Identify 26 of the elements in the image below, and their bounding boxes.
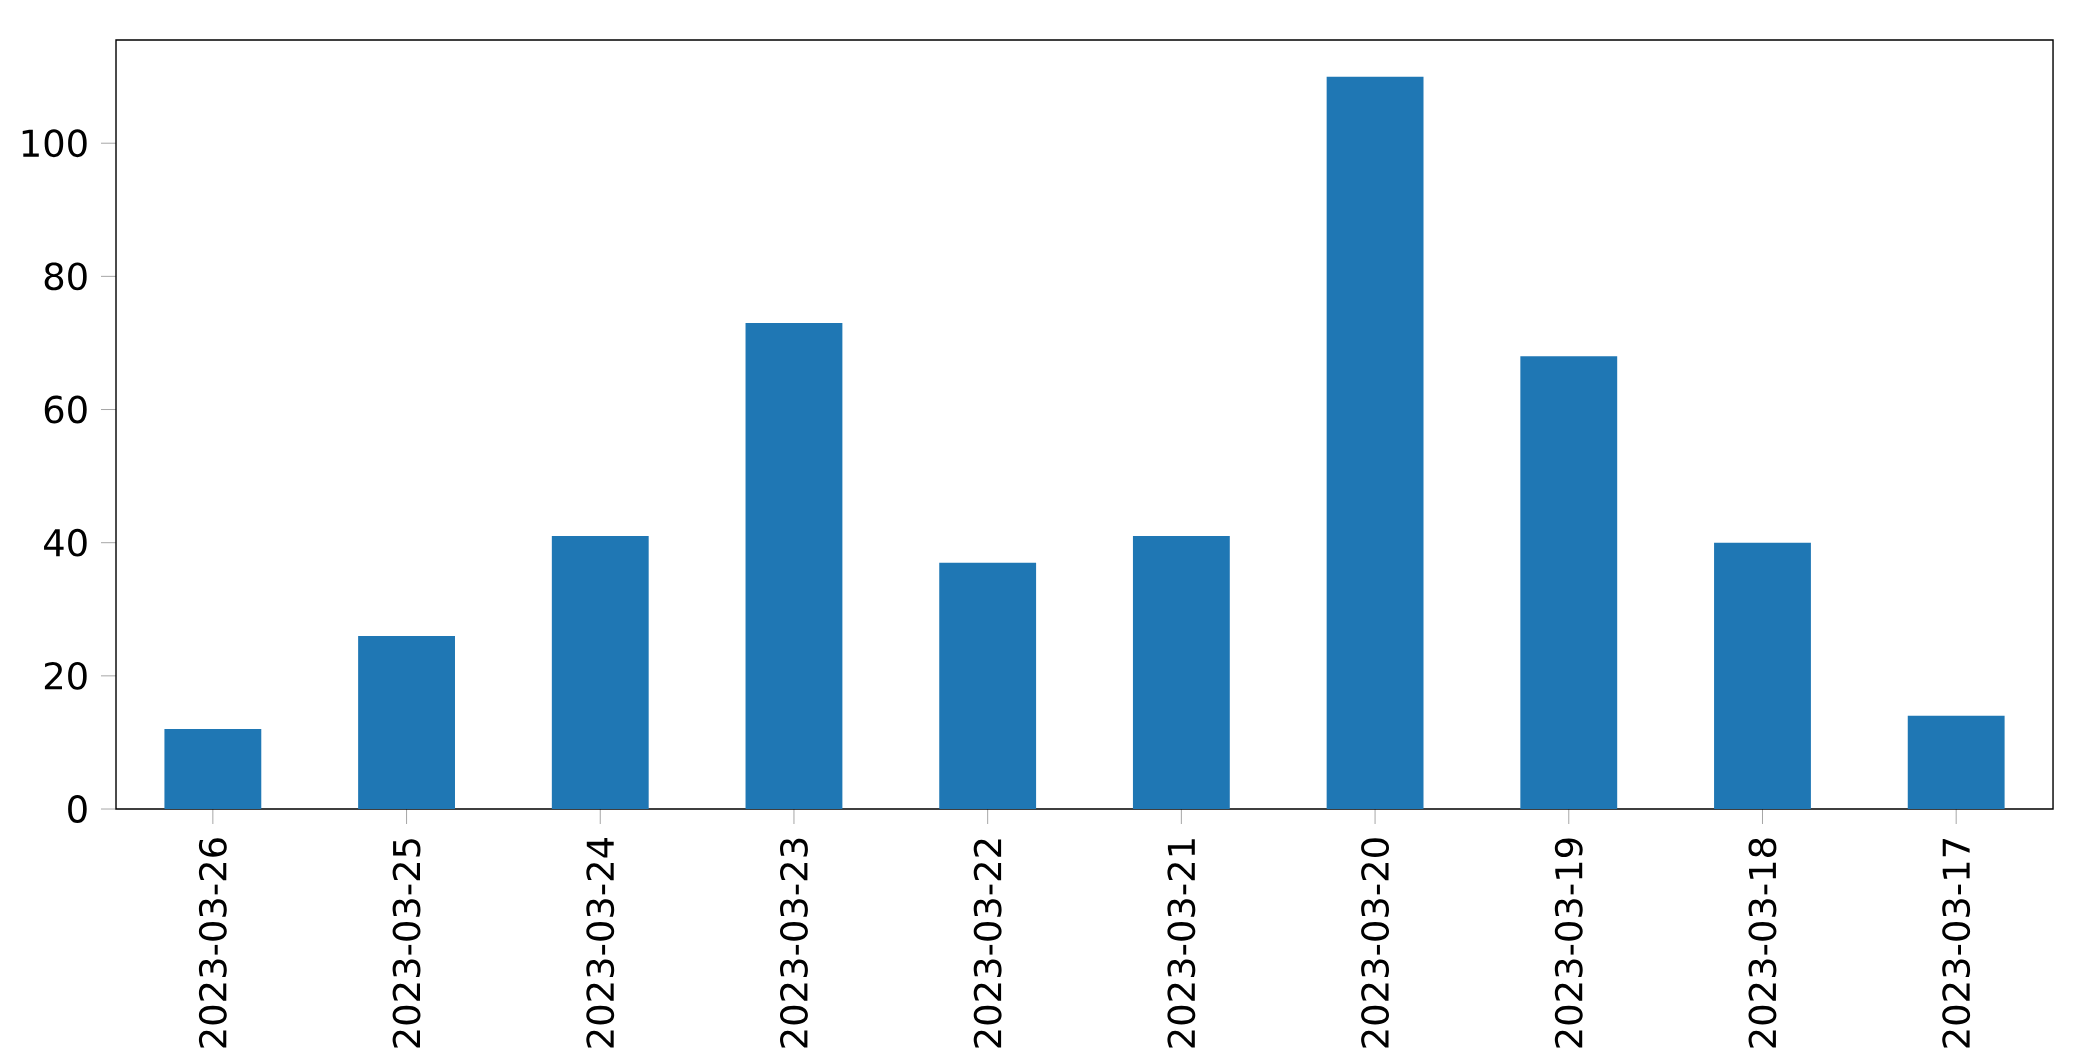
y-tick-label: 100 — [22, 129, 87, 157]
y-tick-label: 60 — [44, 395, 87, 424]
x-tick-label: 2023-03-21 — [1167, 839, 1196, 1048]
y-tick-label: 40 — [44, 528, 87, 557]
x-tick-label: 2023-03-25 — [392, 838, 421, 1048]
y-tick-label: 80 — [44, 262, 87, 291]
bar — [1132, 535, 1230, 809]
x-tick-label: 2023-03-24 — [586, 837, 615, 1048]
bar — [1326, 76, 1424, 809]
x-tick-label: 2023-03-17 — [1942, 838, 1971, 1048]
bar — [1907, 715, 2005, 809]
bar — [358, 635, 455, 809]
x-tick-label: 2023-03-18 — [1748, 838, 1777, 1048]
x-tick-label: 2023-03-19 — [1554, 838, 1583, 1048]
y-tick-label: 0 — [68, 794, 87, 823]
x-tick-label: 2023-03-23 — [780, 838, 808, 1048]
bar — [1520, 356, 1618, 809]
x-tick-label: 2023-03-20 — [1361, 838, 1389, 1048]
x-tick-label: 2023-03-22 — [973, 839, 1002, 1048]
bar — [939, 562, 1037, 809]
bar — [745, 322, 843, 809]
x-tick-label: 2023-03-26 — [198, 838, 227, 1048]
bar — [551, 535, 649, 809]
bar — [1714, 542, 1811, 809]
y-tick-label: 20 — [44, 661, 87, 690]
bar — [164, 728, 262, 809]
